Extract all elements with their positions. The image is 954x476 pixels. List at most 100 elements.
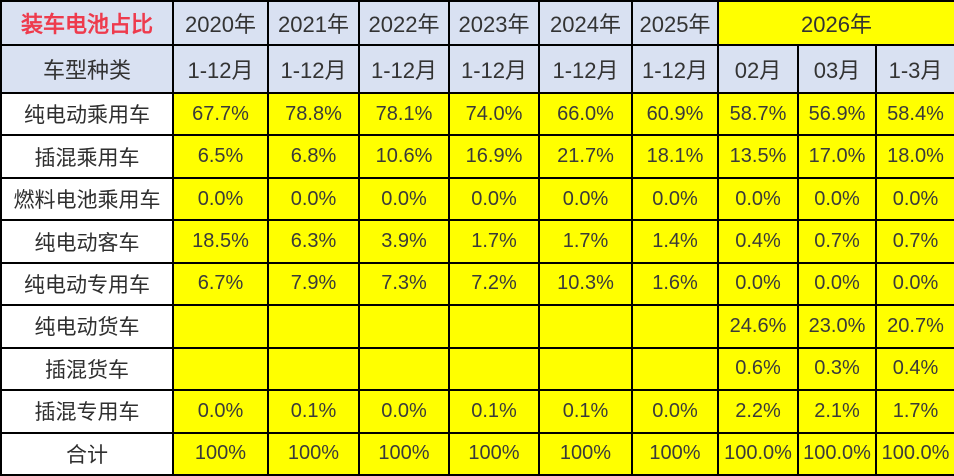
year-header-2021: 2021年: [267, 0, 360, 46]
data-cell: 1.7%: [874, 389, 954, 434]
data-cell: 23.0%: [797, 304, 877, 349]
data-cell: [172, 304, 269, 349]
row-label: 插混乘用车: [0, 134, 174, 179]
row-label: 纯电动乘用车: [0, 91, 174, 137]
row-label: 插混专用车: [0, 389, 174, 434]
data-cell: 1.6%: [631, 261, 719, 307]
year-header-2025: 2025年: [631, 0, 719, 46]
data-cell: 6.3%: [267, 219, 360, 264]
data-cell: 13.5%: [717, 134, 799, 179]
data-cell: 0.7%: [797, 219, 877, 264]
period-header-row: 车型种类 1-12月 1-12月 1-12月 1-12月 1-12月 1-12月…: [0, 44, 954, 94]
data-cell: 7.2%: [448, 261, 540, 307]
data-cell: [448, 304, 540, 349]
data-cell: 20.7%: [874, 304, 954, 349]
period-header: 03月: [797, 44, 877, 94]
data-cell: 0.0%: [797, 261, 877, 307]
table-row: 插混货车 0.6% 0.3% 0.4%: [0, 346, 954, 392]
data-cell: 0.1%: [538, 389, 633, 434]
data-cell: 0.7%: [874, 219, 954, 264]
data-cell: 0.0%: [538, 176, 633, 222]
data-cell: 0.0%: [874, 261, 954, 307]
data-cell: 100.0%: [717, 431, 799, 476]
data-cell: [358, 304, 450, 349]
data-cell: 0.0%: [448, 176, 540, 222]
period-header: 1-12月: [172, 44, 269, 94]
data-cell: [631, 346, 719, 392]
data-cell: [358, 346, 450, 392]
data-cell: 2.2%: [717, 389, 799, 434]
data-cell: 100%: [358, 431, 450, 476]
data-cell: 16.9%: [448, 134, 540, 179]
period-header: 1-3月: [874, 44, 954, 94]
data-cell: 78.1%: [358, 91, 450, 137]
data-cell: 74.0%: [448, 91, 540, 137]
data-cell: 56.9%: [797, 91, 877, 137]
data-cell: 100.0%: [874, 431, 954, 476]
data-cell: 0.0%: [717, 261, 799, 307]
data-cell: 0.0%: [631, 176, 719, 222]
data-cell: 0.6%: [717, 346, 799, 392]
data-cell: [538, 304, 633, 349]
data-cell: [172, 346, 269, 392]
data-cell: 0.1%: [267, 389, 360, 434]
data-cell: 0.3%: [797, 346, 877, 392]
year-header-row: 装车电池占比 2020年 2021年 2022年 2023年 2024年 202…: [0, 0, 954, 46]
data-cell: 78.8%: [267, 91, 360, 137]
data-cell: 58.7%: [717, 91, 799, 137]
data-cell: [538, 346, 633, 392]
row-label: 合计: [0, 431, 174, 476]
period-header: 1-12月: [358, 44, 450, 94]
row-label: 纯电动客车: [0, 219, 174, 264]
row-label: 纯电动货车: [0, 304, 174, 349]
data-cell: 100%: [538, 431, 633, 476]
data-cell: 17.0%: [797, 134, 877, 179]
table-row: 纯电动客车 18.5% 6.3% 3.9% 1.7% 1.7% 1.4% 0.4% 0.7% 0.…: [0, 219, 954, 264]
data-cell: 0.0%: [172, 389, 269, 434]
data-cell: 21.7%: [538, 134, 633, 179]
year-header-2024: 2024年: [538, 0, 633, 46]
period-header: 1-12月: [631, 44, 719, 94]
year-header-2022: 2022年: [358, 0, 450, 46]
table-row: 纯电动乘用车 67.7% 78.8% 78.1% 74.0% 66.0% 60.9% 58.7…: [0, 91, 954, 137]
data-cell: [267, 304, 360, 349]
data-cell: 1.4%: [631, 219, 719, 264]
data-cell: [448, 346, 540, 392]
data-cell: 0.0%: [172, 176, 269, 222]
data-cell: 6.5%: [172, 134, 269, 179]
data-cell: 0.4%: [874, 346, 954, 392]
data-cell: 0.0%: [797, 176, 877, 222]
data-cell: 100%: [172, 431, 269, 476]
data-cell: [267, 346, 360, 392]
data-cell: 66.0%: [538, 91, 633, 137]
data-cell: 6.7%: [172, 261, 269, 307]
category-header: 车型种类: [0, 44, 174, 94]
table-title: 装车电池占比: [0, 0, 174, 46]
period-header: 1-12月: [448, 44, 540, 94]
table-row: 插混专用车 0.0% 0.1% 0.0% 0.1% 0.1% 0.0% 2.2% 2.1% 1.7…: [0, 389, 954, 434]
data-cell: 0.0%: [358, 389, 450, 434]
data-cell: 0.0%: [631, 389, 719, 434]
data-cell: 1.7%: [448, 219, 540, 264]
data-cell: 10.3%: [538, 261, 633, 307]
year-header-2023: 2023年: [448, 0, 540, 46]
data-cell: 100%: [631, 431, 719, 476]
data-cell: 6.8%: [267, 134, 360, 179]
data-cell: 58.4%: [874, 91, 954, 137]
row-label: 纯电动专用车: [0, 261, 174, 307]
data-cell: 60.9%: [631, 91, 719, 137]
data-cell: 100%: [267, 431, 360, 476]
table-row: 纯电动专用车 6.7% 7.9% 7.3% 7.2% 10.3% 1.6% 0.0% 0.0% 0…: [0, 261, 954, 307]
period-header: 02月: [717, 44, 799, 94]
table-row: 插混乘用车 6.5% 6.8% 10.6% 16.9% 21.7% 18.1% 13.5% 17…: [0, 134, 954, 179]
data-cell: 18.0%: [874, 134, 954, 179]
table-body: 纯电动乘用车 67.7% 78.8% 78.1% 74.0% 66.0% 60.9% 58.7…: [0, 91, 954, 476]
data-cell: 100.0%: [797, 431, 877, 476]
data-cell: 0.0%: [874, 176, 954, 222]
data-cell: [631, 304, 719, 349]
table-row: 合计 100% 100% 100% 100% 100% 100% 100.0% 100.0% 10…: [0, 431, 954, 476]
data-cell: 100%: [448, 431, 540, 476]
period-header: 1-12月: [267, 44, 360, 94]
year-header-2020: 2020年: [172, 0, 269, 46]
